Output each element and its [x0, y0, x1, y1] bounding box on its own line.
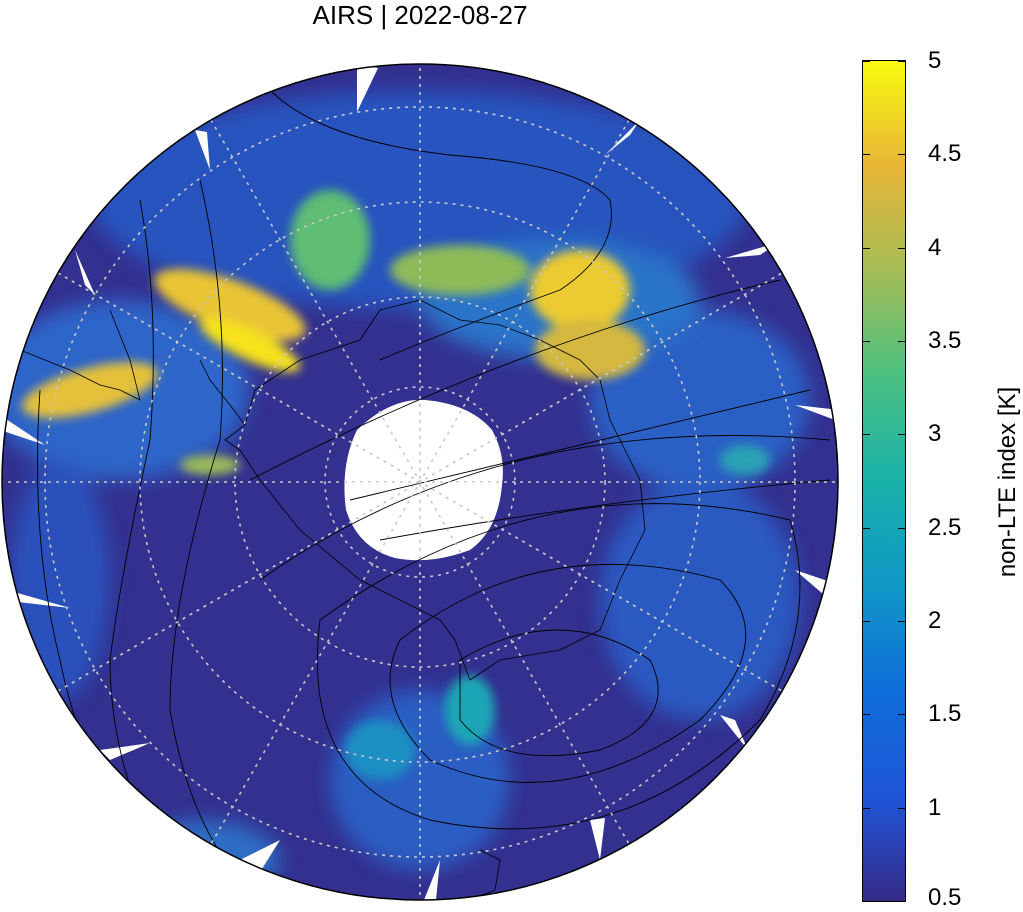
colorbar-tick [862, 434, 870, 435]
colorbar-tick-label: 2 [928, 607, 942, 634]
hotspot [290, 190, 370, 290]
colorbar-tick-label: 5 [928, 47, 942, 74]
colorbar-tick [898, 528, 906, 529]
colorbar-tick-label: 3.5 [928, 327, 962, 354]
hotspot [345, 720, 415, 780]
map-boundary [1, 63, 839, 901]
contour-line [169, 179, 251, 891]
contour-line [259, 435, 831, 581]
swath-gap [605, 120, 640, 155]
colorbar-tick [898, 154, 906, 155]
contour-line [459, 629, 659, 757]
coastline-antarctic-peninsula [199, 359, 246, 426]
colorbar-tick [898, 808, 906, 809]
hotspot [22, 362, 158, 418]
swath-gap [195, 130, 210, 170]
hotspot [535, 320, 645, 380]
colorbar-tick [862, 528, 870, 529]
hotspot [720, 445, 770, 475]
colorbar-tick-label: 1.5 [928, 700, 962, 727]
colorbar [862, 60, 906, 902]
contour-line [109, 199, 161, 861]
colorbar-tick [862, 341, 870, 342]
hotspot [390, 245, 530, 295]
swath-gap [590, 818, 605, 860]
contour-line [249, 279, 781, 481]
polar-map [1, 63, 839, 901]
colorbar-label: non-LTE index [K] [994, 386, 1021, 578]
colorbar-tick [862, 61, 870, 62]
swath-gap [100, 743, 150, 760]
hotspot [199, 318, 301, 372]
chart-title: AIRS | 2022-08-27 [312, 0, 528, 30]
contour-line [269, 89, 612, 361]
colorbar-tick-label: 4.5 [928, 140, 962, 167]
field-patch [10, 460, 110, 700]
colorbar-tick [898, 434, 906, 435]
latitude-circle [139, 201, 701, 763]
coastline-south-america [19, 309, 141, 401]
coastline-antarctica [224, 299, 646, 681]
colorbar-tick [898, 341, 906, 342]
hotspot [154, 268, 306, 342]
colorbar-tick-label: 0.5 [928, 884, 962, 911]
swath-gap [795, 405, 838, 420]
colorbar-tick [862, 808, 870, 809]
colorbar-tick-label: 4 [928, 234, 942, 261]
colorbar-tick [862, 621, 870, 622]
colorbar-tick-label: 3 [928, 420, 942, 447]
hotspot [445, 675, 495, 745]
field-patch [590, 310, 810, 490]
colorbar-tick [862, 154, 870, 155]
colorbar-tick [898, 714, 906, 715]
swath-gap [357, 65, 378, 112]
hotspot [180, 455, 240, 475]
colorbar-tick [862, 901, 870, 902]
colorbar-tick [862, 714, 870, 715]
colorbar-tick [898, 901, 906, 902]
colorbar-tick [898, 248, 906, 249]
swath-gap [720, 715, 748, 750]
colorbar-tick [898, 61, 906, 62]
swath-gap [420, 860, 440, 900]
colorbar-tick [898, 621, 906, 622]
pole-no-data [344, 399, 503, 561]
meridian [57, 272, 783, 692]
swath-gap [2, 415, 45, 445]
colorbar-tick-label: 2.5 [928, 514, 962, 541]
hotspot [530, 250, 630, 330]
colorbar-tick-label: 1 [928, 794, 942, 821]
swath-gap [75, 250, 95, 295]
colorbar-tick [862, 248, 870, 249]
contour-line [379, 479, 831, 541]
contour-line [349, 389, 811, 501]
latitude-circle [234, 296, 606, 668]
contour-line [316, 503, 801, 830]
